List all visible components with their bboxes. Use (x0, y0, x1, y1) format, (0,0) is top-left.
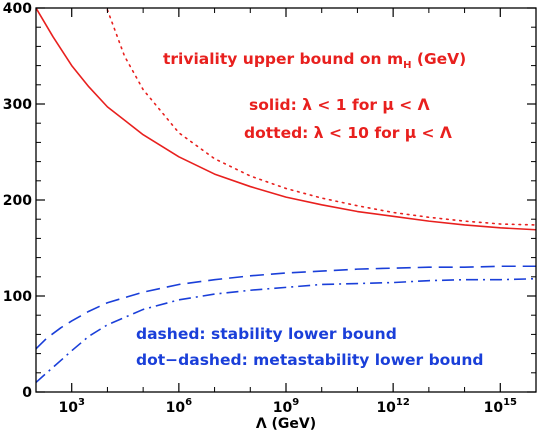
y-tick-label: 300 (3, 97, 32, 113)
annotation-title: triviality upper bound on mH (GeV) (163, 50, 466, 71)
y-tick-label: 100 (3, 289, 32, 305)
x-tick-label: 1015 (484, 397, 517, 416)
series-dot-dashed-line (36, 277, 536, 383)
annotation-dotted: dotted: λ < 10 for μ < Λ (244, 124, 452, 142)
ticks-layer: 0 100 200 300 400 103 106 109 1012 1015 (3, 1, 537, 416)
annotation-title-main: triviality upper bound on m (163, 50, 403, 68)
x-axis-label: Λ (GeV) (256, 416, 316, 432)
annotation-dotdashed: dot−dashed: metastability lower bound (136, 351, 483, 369)
annotation-dashed: dashed: stability lower bound (136, 325, 397, 343)
annotation-title-sub: H (403, 60, 411, 71)
y-tick-label: 0 (22, 385, 32, 401)
series-solid-line (36, 8, 536, 231)
series-layer (36, 8, 536, 383)
series-dashed-line (36, 265, 536, 350)
series-dotted-line (106, 9, 536, 226)
annotation-title-suffix: (GeV) (411, 50, 466, 68)
y-tick-label: 200 (3, 193, 32, 209)
annotation-solid: solid: λ < 1 for μ < Λ (249, 96, 430, 114)
x-tick-label: 106 (166, 397, 192, 416)
x-tick-label: 103 (58, 397, 84, 416)
y-tick-label: 400 (3, 1, 32, 17)
x-tick-label: 109 (273, 397, 299, 416)
x-tick-label: 1012 (376, 397, 409, 416)
